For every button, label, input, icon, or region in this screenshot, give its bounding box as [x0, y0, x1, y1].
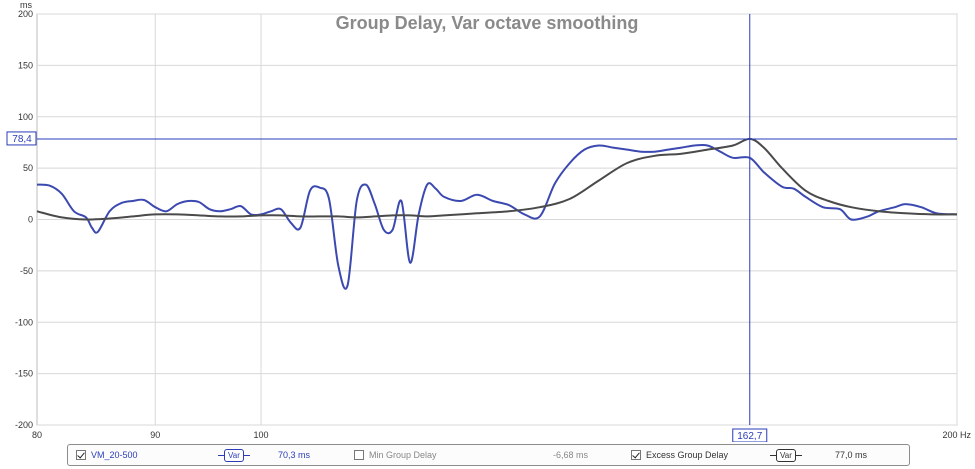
y-tick-label: -200 — [15, 420, 33, 430]
x-tick-label: 100 — [254, 430, 269, 440]
excess-group-delay-value: 77,0 ms — [835, 450, 868, 460]
excess-line-swatch — [770, 454, 776, 456]
cursor-y-label: 78,4 — [12, 134, 32, 145]
cursor-x-label: 162,7 — [737, 431, 762, 442]
vm-smoothing-button[interactable]: Var — [218, 448, 250, 462]
y-tick-label: -50 — [20, 266, 33, 276]
excess-group-delay-label: Excess Group Delay — [646, 450, 729, 460]
vm-smoothing-label: Var — [224, 448, 244, 462]
chart-title: Group Delay, Var octave smoothing — [336, 13, 639, 33]
y-axis-ticks: 200 150 100 50 0 -50 -100 -150 -200 — [15, 9, 33, 430]
cursor[interactable]: 78,4 162,7 — [6, 14, 957, 442]
legend-item-min-group-delay[interactable]: Min Group Delay — [354, 445, 437, 465]
y-tick-label: 200 — [18, 9, 33, 19]
vm-line-swatch-right — [243, 454, 250, 456]
excess-smoothing-label: Var — [776, 448, 796, 462]
legend-item-vm[interactable]: VM_20-500 — [76, 445, 138, 465]
y-tick-label: -150 — [15, 369, 33, 379]
y-tick-label: 100 — [18, 112, 33, 122]
min-group-delay-checkbox[interactable] — [354, 450, 364, 460]
cursor-x-label-box — [732, 428, 768, 442]
vm-label: VM_20-500 — [91, 450, 138, 460]
y-tick-label: 50 — [23, 163, 33, 173]
vm-line-swatch — [218, 454, 224, 456]
legend-bar: VM_20-500 Var 70,3 ms Min Group Delay -6… — [67, 444, 910, 466]
legend-item-excess-group-delay[interactable]: Excess Group Delay — [631, 445, 728, 465]
series-line-vm-20-500 — [36, 143, 958, 290]
series-layer — [36, 137, 958, 290]
grid — [37, 13, 958, 426]
vm-checkbox[interactable] — [76, 450, 86, 460]
y-tick-label: 150 — [18, 60, 33, 70]
x-tick-label: 80 — [32, 430, 42, 440]
y-axis-unit-label: ms — [20, 0, 32, 10]
excess-group-delay-checkbox[interactable] — [631, 450, 641, 460]
cursor-y-label-box — [6, 131, 37, 146]
chart-area[interactable]: 200 150 100 50 0 -50 -100 -150 -200 80 90 100 200 H… — [0, 0, 975, 442]
excess-line-swatch-right — [795, 454, 802, 456]
x-tick-label: 200 Hz — [942, 430, 971, 440]
group-delay-chart[interactable]: 200 150 100 50 0 -50 -100 -150 -200 80 90 100 200 H… — [0, 0, 975, 442]
x-tick-label: 90 — [150, 430, 160, 440]
vm-value: 70,3 ms — [278, 450, 311, 460]
series-line-excess-group-delay — [36, 137, 958, 221]
excess-smoothing-button[interactable]: Var — [770, 448, 802, 462]
y-tick-label: -100 — [15, 317, 33, 327]
min-group-delay-value: -6,68 ms — [553, 450, 589, 460]
y-tick-label: 0 — [28, 215, 33, 225]
min-group-delay-label: Min Group Delay — [369, 450, 437, 460]
x-axis-ticks: 80 90 100 200 Hz — [32, 430, 971, 440]
